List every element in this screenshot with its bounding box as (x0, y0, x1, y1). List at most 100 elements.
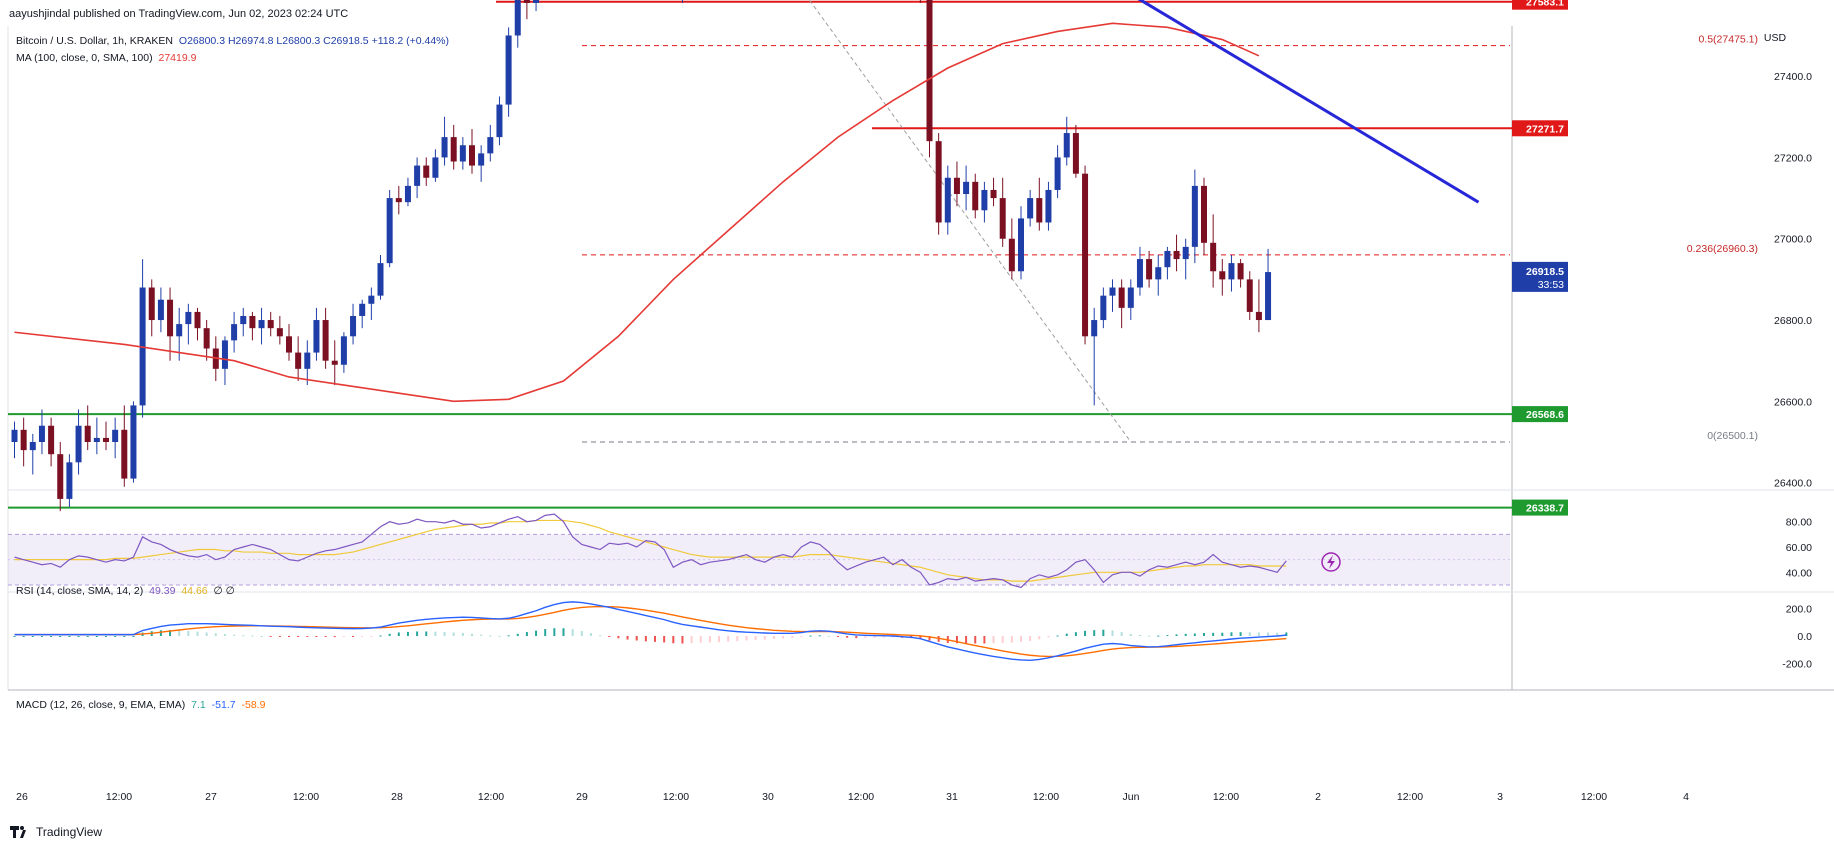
candle-body (450, 137, 457, 162)
candle-body (203, 328, 210, 349)
macd-signal-line (14, 605, 1287, 658)
macd-histogram-bar (1184, 633, 1187, 636)
macd-histogram-bar (864, 636, 867, 639)
candle-body (240, 315, 247, 325)
macd-histogram-bar (223, 634, 226, 636)
macd-histogram-bar (516, 633, 519, 636)
fib-level-label: 0.236(26960.3) (1687, 243, 1758, 255)
candle-body (990, 189, 997, 199)
macd-histogram-bar (480, 634, 483, 636)
candle-body (221, 340, 228, 369)
candle-body (148, 287, 155, 321)
macd-histogram-bar (507, 635, 510, 637)
level-price-tag (1512, 499, 1568, 516)
candle-body (432, 157, 439, 178)
macd-histogram-bar (599, 635, 602, 637)
macd-histogram-bar (288, 636, 290, 637)
price-tick-label: 26600.0 (1774, 396, 1812, 408)
macd-histogram-bar (159, 630, 162, 636)
candle-body (194, 311, 201, 329)
macd-histogram-bar (1047, 636, 1050, 638)
candle-body (1255, 311, 1262, 321)
macd-histogram-bar (205, 632, 208, 636)
macd-histogram-bar (178, 630, 181, 636)
macd-histogram-bar (214, 633, 217, 636)
candle-body (38, 425, 45, 442)
macd-histogram-bar (1038, 636, 1041, 640)
macd-histogram-bar (891, 636, 894, 638)
moving-average-line (14, 22, 1260, 403)
macd-histogram-bar (846, 636, 849, 638)
macd-histogram-bar (672, 636, 675, 644)
macd-histogram-bar (260, 636, 263, 637)
macd-histogram-bar (1157, 635, 1160, 637)
candle-body (1228, 263, 1235, 280)
rsi-tick-label: 60.00 (1786, 542, 1812, 554)
level-price-label: 27271.7 (1526, 123, 1564, 135)
macd-histogram-bar (855, 636, 858, 639)
macd-histogram-bar (745, 636, 748, 641)
candle-body (368, 295, 375, 304)
macd-histogram-bar (983, 636, 986, 644)
macd-signal-value: -58.9 (241, 699, 266, 711)
rsi-extra: ∅ ∅ (213, 585, 235, 597)
time-tick-label: 31 (946, 791, 958, 803)
candle-body (1136, 259, 1143, 288)
level-price-tag (1512, 406, 1568, 423)
macd-histogram-bar (818, 635, 821, 637)
macd-histogram-bar (955, 636, 958, 644)
candle-body (459, 145, 466, 162)
macd-histogram-bar (782, 636, 785, 639)
macd-histogram-bar (708, 636, 711, 643)
macd-histogram-bar (242, 635, 245, 637)
macd-histogram-bar (489, 635, 492, 637)
candle-body (322, 320, 329, 361)
macd-histogram-bar (114, 636, 117, 637)
candle-body (66, 462, 73, 499)
price-tick-label: 26400.0 (1774, 478, 1812, 490)
macd-histogram-bar (86, 636, 89, 637)
candle-body (1018, 218, 1024, 272)
time-tick-label: 3 (1497, 791, 1503, 803)
macd-histogram-bar (718, 636, 721, 643)
macd-histogram-bar (791, 636, 794, 638)
macd-histogram-bar (1267, 632, 1270, 636)
macd-histogram-bar (352, 636, 355, 637)
ma-legend: MA (100, close, 0, SMA, 100) 27419.9 (16, 52, 196, 64)
macd-histogram-bar (425, 631, 428, 636)
macd-histogram-bar (379, 635, 382, 637)
fib-level-label: 0.5(27475.1) (1698, 34, 1758, 46)
macd-histogram-bar (1020, 636, 1022, 642)
price-tick-label: 27000.0 (1774, 234, 1812, 246)
level-price-tag (1512, 0, 1568, 10)
rsi-sma-value: 44.66 (181, 585, 208, 597)
macd-histogram-bar (1102, 629, 1105, 636)
candle-body (1265, 272, 1272, 321)
candle-body (1063, 133, 1070, 158)
macd-histogram-bar (699, 636, 702, 643)
level-price-label: 26568.6 (1526, 409, 1564, 421)
macd-histogram-bar (1129, 633, 1132, 636)
macd-histogram-bar (434, 631, 437, 636)
time-tick-label: 4 (1683, 791, 1689, 803)
macd-histogram-bar (617, 636, 620, 639)
macd-histogram-bar (1093, 630, 1096, 636)
macd-histogram-bar (187, 630, 190, 636)
macd-histogram-bar (1221, 632, 1224, 636)
macd-histogram-bar (50, 636, 53, 637)
macd-label: MACD (12, 26, close, 9, EMA, EMA) (16, 699, 186, 711)
macd-histogram-bar (965, 636, 968, 644)
macd-histogram-bar (452, 632, 455, 636)
macd-histogram-bar (1074, 632, 1077, 636)
macd-histogram-bar (22, 636, 25, 637)
macd-histogram-bar (763, 636, 766, 640)
candle-body (999, 198, 1006, 239)
level-price-label: 26338.7 (1526, 503, 1564, 515)
current-price-label: 26918.5 (1526, 266, 1564, 278)
level-price-label: 27583.1 (1526, 0, 1564, 9)
macd-histogram-bar (1166, 635, 1169, 637)
macd-histogram-bar (471, 633, 473, 636)
candle-body (953, 177, 960, 195)
macd-histogram-bar (297, 636, 300, 637)
